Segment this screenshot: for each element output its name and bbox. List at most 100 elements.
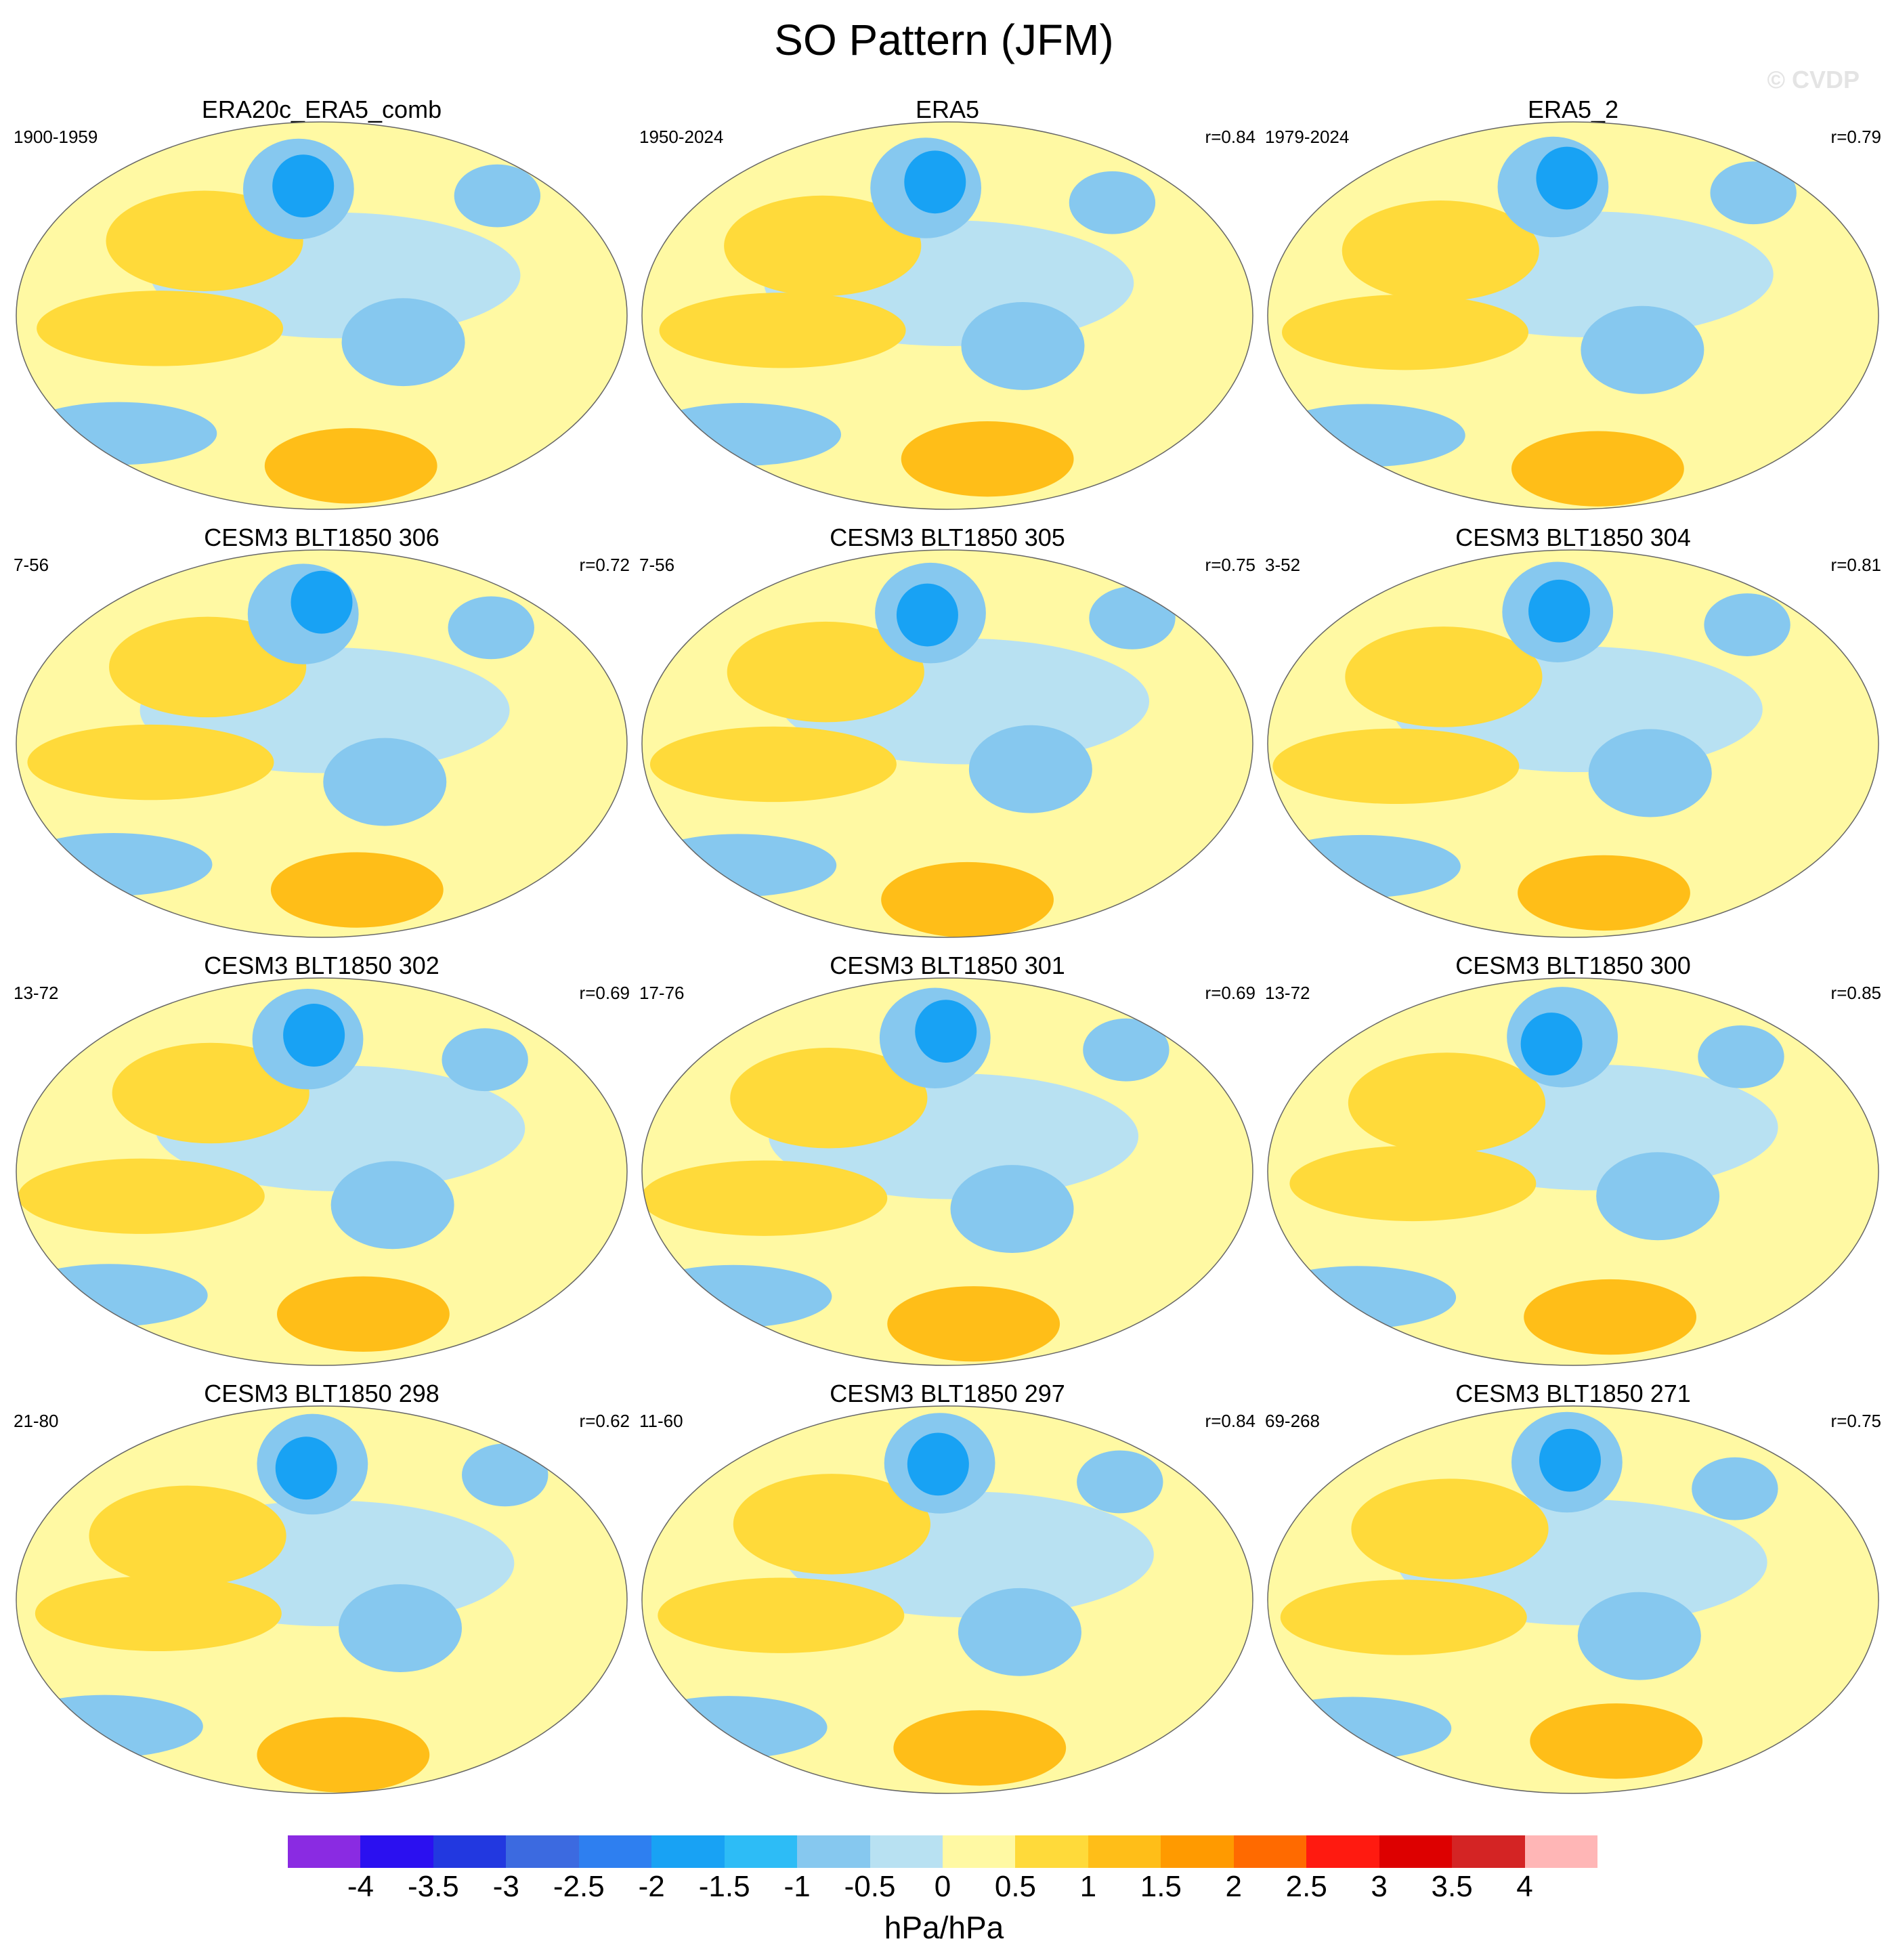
anomaly-region xyxy=(291,570,353,634)
map-outline xyxy=(1267,977,1879,1366)
anomaly-region xyxy=(283,1004,345,1067)
map-outline xyxy=(641,121,1253,510)
colorbar-box xyxy=(360,1835,434,1868)
anomaly-region xyxy=(1089,587,1176,649)
anomaly-region xyxy=(1342,200,1539,301)
colorbar-tick-label: -3.5 xyxy=(407,1870,459,1903)
anomaly-region xyxy=(724,195,922,297)
panel-correlation: r=0.85 xyxy=(1830,983,1881,1003)
colorbar xyxy=(288,1835,1598,1868)
anomaly-region xyxy=(35,1575,282,1651)
anomaly-region xyxy=(733,1474,930,1575)
panel-years: 1979-2024 xyxy=(1265,127,1350,147)
panel-correlation: r=0.69 xyxy=(579,983,630,1003)
map-outline xyxy=(641,977,1253,1366)
colorbar-tick-label: 1.5 xyxy=(1140,1870,1182,1903)
colorbar-tick-label: 0 xyxy=(934,1870,951,1903)
colorbar-tick-label: -2.5 xyxy=(553,1870,605,1903)
anomaly-region xyxy=(1069,171,1156,234)
anomaly-region xyxy=(330,1161,454,1250)
colorbar-box xyxy=(433,1835,507,1868)
panel-years: 11-60 xyxy=(639,1411,683,1431)
colorbar-box xyxy=(1306,1835,1380,1868)
colorbar-box xyxy=(870,1835,943,1868)
anomaly-region xyxy=(901,421,1074,497)
map-svg xyxy=(641,1405,1253,1794)
anomaly-region xyxy=(1351,1478,1549,1579)
anomaly-region xyxy=(658,1577,905,1653)
map-svg xyxy=(641,121,1253,510)
anomaly-region xyxy=(915,1000,977,1063)
colorbar-tick-label: -1.5 xyxy=(698,1870,750,1903)
slp-map xyxy=(1265,119,1881,512)
map-svg xyxy=(1267,121,1879,510)
map-outline xyxy=(1267,121,1879,510)
map-svg xyxy=(16,121,628,510)
map-panel: CESM3 BLT1850 300 13-72 r=0.85 xyxy=(1265,951,1881,1378)
map-panel: CESM3 BLT1850 271 69-268 r=0.75 xyxy=(1265,1379,1881,1806)
panel-years: 17-76 xyxy=(639,983,685,1003)
figure-title: SO Pattern (JFM) xyxy=(774,16,1114,64)
anomaly-region xyxy=(881,861,1054,937)
colorbar-box xyxy=(1233,1835,1307,1868)
slp-map xyxy=(14,975,630,1368)
panel-correlation: r=0.79 xyxy=(1830,127,1881,147)
map-outline xyxy=(16,977,628,1366)
anomaly-region xyxy=(442,1028,528,1092)
anomaly-region xyxy=(27,724,274,801)
colorbar-box xyxy=(1524,1835,1598,1868)
slp-map xyxy=(14,1403,630,1796)
panel-title: CESM3 BLT1850 298 xyxy=(204,1380,439,1407)
anomaly-region xyxy=(659,293,906,368)
map-panel: ERA20c_ERA5_comb 1900-1959 xyxy=(14,95,630,521)
anomaly-region xyxy=(1581,305,1704,394)
slp-map xyxy=(639,1403,1256,1796)
map-panel: CESM3 BLT1850 306 7-56 r=0.72 xyxy=(14,523,630,950)
anomaly-region xyxy=(643,403,842,466)
anomaly-region xyxy=(968,725,1092,813)
colorbar-tick-label: -1 xyxy=(784,1870,811,1903)
anomaly-region xyxy=(270,852,444,928)
anomaly-region xyxy=(1268,404,1465,467)
panel-correlation: r=0.84 xyxy=(1205,1411,1256,1431)
anomaly-region xyxy=(950,1165,1074,1254)
colorbar-tick-label: 3.5 xyxy=(1431,1870,1473,1903)
anomaly-region xyxy=(1268,1266,1457,1329)
anomaly-region xyxy=(264,428,437,504)
panel-title: CESM3 BLT1850 305 xyxy=(830,524,1065,551)
colorbar-tick-label: 0.5 xyxy=(994,1870,1037,1903)
panel-correlation: r=0.75 xyxy=(1205,555,1256,575)
slp-map xyxy=(14,119,630,512)
anomaly-region xyxy=(323,738,447,826)
anomaly-region xyxy=(112,1042,309,1144)
anomaly-region xyxy=(1528,579,1591,643)
anomaly-region xyxy=(1596,1152,1720,1241)
colorbar-tick-label: 2 xyxy=(1225,1870,1242,1903)
panel-correlation: r=0.81 xyxy=(1830,555,1881,575)
panel-title: CESM3 BLT1850 271 xyxy=(1455,1380,1691,1407)
panel-correlation: r=0.62 xyxy=(579,1411,630,1431)
panel-title: CESM3 BLT1850 297 xyxy=(830,1380,1065,1407)
map-panel: CESM3 BLT1850 301 17-76 r=0.69 xyxy=(639,951,1256,1378)
anomaly-region xyxy=(462,1443,549,1507)
map-outline xyxy=(1267,1405,1879,1794)
anomaly-region xyxy=(1524,1279,1696,1355)
map-svg xyxy=(641,549,1253,938)
slp-map xyxy=(1265,1403,1881,1796)
anomaly-region xyxy=(37,291,284,366)
anomaly-region xyxy=(16,832,213,896)
panel-years: 3-52 xyxy=(1265,555,1301,575)
colorbar-box xyxy=(724,1835,798,1868)
colorbar-box xyxy=(651,1835,725,1868)
anomaly-region xyxy=(339,1584,463,1673)
anomaly-region xyxy=(1511,431,1684,507)
slp-map xyxy=(1265,547,1881,940)
anomaly-region xyxy=(1272,728,1520,805)
anomaly-region xyxy=(89,1485,286,1586)
anomaly-region xyxy=(887,1286,1060,1362)
anomaly-region xyxy=(257,1717,430,1793)
colorbar-box xyxy=(1088,1835,1161,1868)
panel-years: 1950-2024 xyxy=(639,127,724,147)
panel-title: ERA5 xyxy=(915,95,980,123)
anomaly-region xyxy=(1268,834,1461,898)
